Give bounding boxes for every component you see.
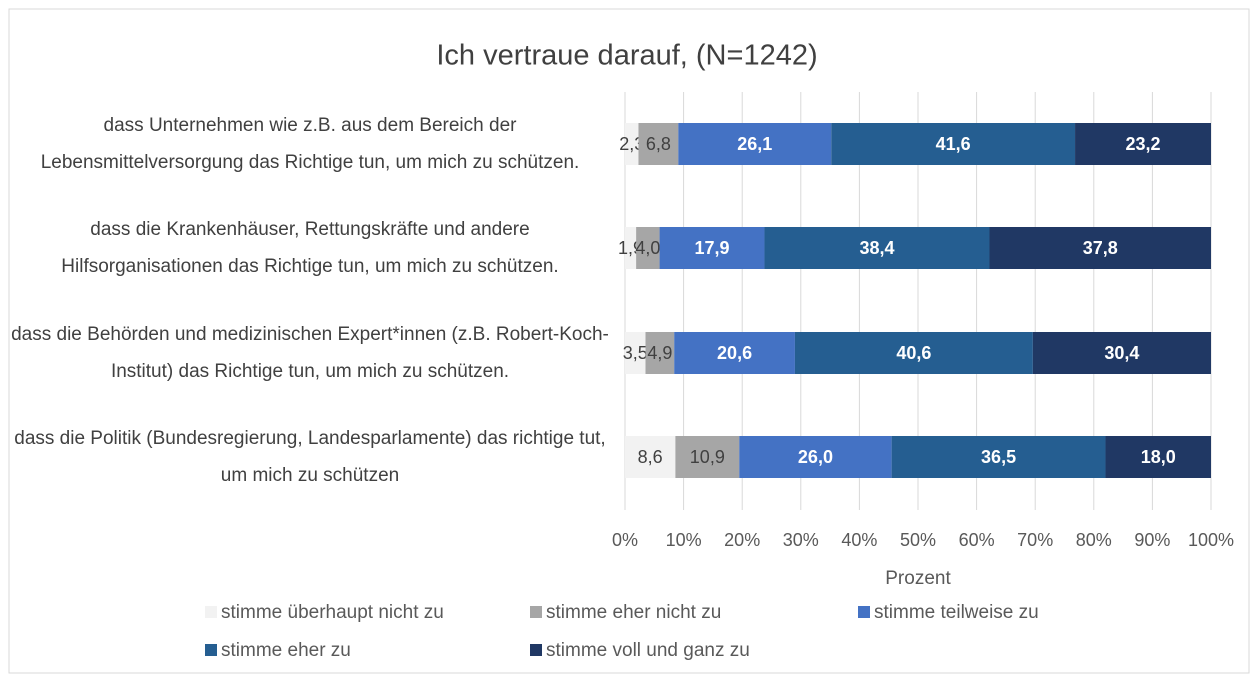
x-tick-label: 70% <box>1017 530 1053 550</box>
legend-swatch <box>530 606 542 618</box>
x-axis-label: Prozent <box>885 568 951 589</box>
bar-segment <box>891 436 1106 478</box>
legend-label: stimme eher nicht zu <box>546 602 721 623</box>
data-label: 4,0 <box>635 238 660 258</box>
data-label: 40,6 <box>896 343 931 363</box>
x-tick-label: 100% <box>1188 530 1234 550</box>
bar-segment <box>1032 332 1211 374</box>
data-label: 26,0 <box>798 447 833 467</box>
data-label: 36,5 <box>981 447 1016 467</box>
data-label: 17,9 <box>694 238 729 258</box>
x-tick-label: 90% <box>1134 530 1170 550</box>
bar-segment <box>645 332 675 374</box>
x-tick-label: 10% <box>666 530 702 550</box>
legend-swatch <box>205 606 217 618</box>
bar-segment <box>675 436 740 478</box>
bar-segment <box>674 332 795 374</box>
legend-label: stimme überhaupt nicht zu <box>221 602 444 623</box>
bar-segment <box>659 227 765 269</box>
data-label: 41,6 <box>936 134 971 154</box>
data-label: 20,6 <box>717 343 752 363</box>
data-label: 2,3 <box>619 134 644 154</box>
data-label: 8,6 <box>638 447 663 467</box>
bar-segment <box>831 123 1076 165</box>
data-label: 38,4 <box>859 238 894 258</box>
bar-segment <box>764 227 990 269</box>
legend-label: stimme teilweise zu <box>874 602 1039 623</box>
bar-segment <box>636 227 660 269</box>
data-label: 18,0 <box>1141 447 1176 467</box>
x-tick-label: 60% <box>959 530 995 550</box>
bar-segment <box>625 123 639 165</box>
x-tick-label: 30% <box>783 530 819 550</box>
bar-segment <box>794 332 1033 374</box>
x-tick-label: 40% <box>841 530 877 550</box>
data-label: 6,8 <box>646 134 671 154</box>
data-label: 3,5 <box>623 343 648 363</box>
legend-label: stimme eher zu <box>221 640 351 661</box>
bar-segment <box>739 436 892 478</box>
bar-segment <box>625 227 637 269</box>
bar-segment <box>678 123 832 165</box>
bar-segment <box>638 123 679 165</box>
bar-segment <box>1105 436 1211 478</box>
data-label: 10,9 <box>690 447 725 467</box>
bar-segment <box>625 436 676 478</box>
data-label: 30,4 <box>1104 343 1139 363</box>
legend-label: stimme voll und ganz zu <box>546 640 750 661</box>
data-label: 37,8 <box>1083 238 1118 258</box>
bar-segment <box>989 227 1211 269</box>
x-tick-label: 0% <box>612 530 638 550</box>
category-label: dass die Krankenhäuser, Rettungskräfte u… <box>61 219 559 277</box>
category-label: dass die Politik (Bundesregierung, Lande… <box>14 428 606 486</box>
category-label: dass die Behörden und medizinischen Expe… <box>11 324 609 382</box>
data-label: 26,1 <box>737 134 772 154</box>
legend-swatch <box>858 606 870 618</box>
legend-swatch <box>205 644 217 656</box>
x-tick-label: 50% <box>900 530 936 550</box>
data-label: 4,9 <box>647 343 672 363</box>
data-label: 23,2 <box>1126 134 1161 154</box>
category-label: dass Unternehmen wie z.B. aus dem Bereic… <box>40 115 580 173</box>
x-tick-label: 80% <box>1076 530 1112 550</box>
bar-segment <box>625 332 646 374</box>
x-tick-label: 20% <box>724 530 760 550</box>
bar-segment <box>1075 123 1211 165</box>
chart-title: Ich vertraue darauf, (N=1242) <box>436 40 817 72</box>
legend-swatch <box>530 644 542 656</box>
